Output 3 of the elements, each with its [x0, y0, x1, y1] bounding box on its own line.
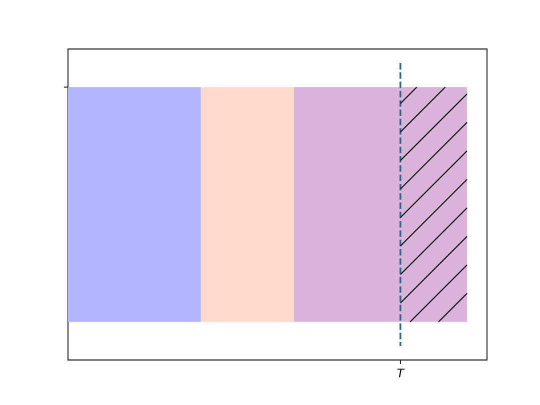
ref-line-label: T	[397, 368, 405, 378]
bar	[200, 87, 294, 322]
bar	[68, 87, 201, 322]
